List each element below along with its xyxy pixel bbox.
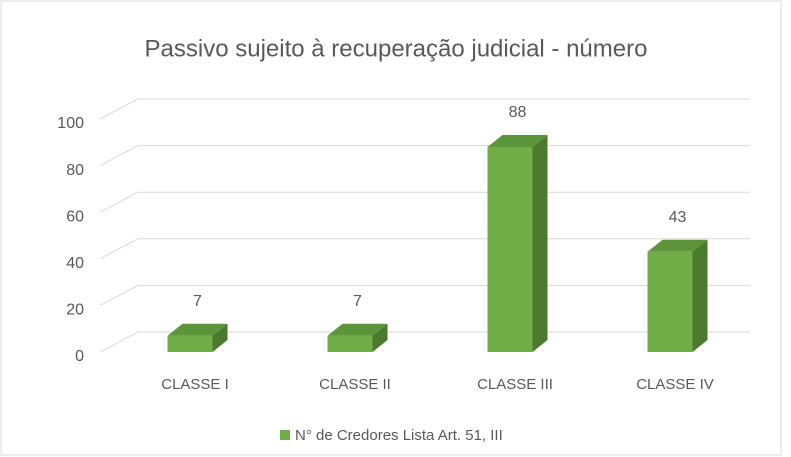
bar-top [487,134,548,147]
data-label: 7 [353,293,362,310]
x-tick-label: CLASSE IV [636,376,714,393]
y-tick-label: 20 [66,302,84,319]
bar-side [372,323,388,352]
chart-title: Passivo sujeito à recuperação judicial -… [145,35,648,62]
bar-top [327,323,388,336]
y-tick-label: 0 [75,348,84,365]
bar [327,335,373,352]
x-tick-label: CLASSE II [319,376,391,393]
data-label: 43 [669,209,687,226]
legend-swatch [280,430,290,440]
legend-label: N° de Credores Lista Art. 51, III [295,427,503,444]
bar-side [532,134,548,352]
y-tick-label: 60 [66,208,84,225]
y-tick-label: 40 [66,255,84,272]
bar-side [692,239,708,352]
x-tick-label: CLASSE I [161,376,229,393]
y-tick-label: 100 [57,115,84,132]
grid-line [99,98,750,120]
bar [647,251,693,352]
data-label: 7 [193,293,202,310]
bar-top [167,323,228,336]
bar-top [647,239,708,252]
bar [487,146,533,352]
y-tick-label: 80 [66,162,84,179]
data-label: 88 [509,104,527,121]
x-tick-label: CLASSE III [477,376,553,393]
bar-side [212,323,228,352]
bar [167,335,213,352]
